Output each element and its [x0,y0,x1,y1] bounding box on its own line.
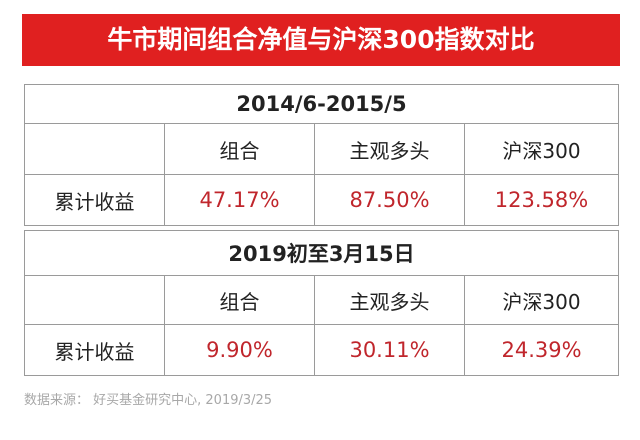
column-header-portfolio: 组合 [164,275,315,325]
period-header: 2014/6-2015/5 [24,84,619,124]
column-header-portfolio: 组合 [164,123,315,175]
comparison-table-2019: 2019初至3月15日 组合 主观多头 沪深300 累计收益 9.90% 30.… [23,230,620,376]
column-header-active-long: 主观多头 [314,123,465,175]
comparison-table-bull-market: 2014/6-2015/5 组合 主观多头 沪深300 累计收益 47.17% … [24,84,619,226]
column-header-csi300: 沪深300 [463,275,620,325]
data-source-note: 数据来源： 好买基金研究中心, 2019/3/25 [24,393,273,408]
value-portfolio: 9.90% [164,324,315,376]
value-csi300: 123.58% [464,174,619,226]
value-active-long: 30.11% [314,324,465,376]
row-label-cumulative-return: 累计收益 [24,174,165,226]
corner-cell [24,275,165,325]
value-active-long: 87.50% [314,174,465,226]
column-header-active-long: 主观多头 [314,275,465,325]
value-portfolio: 47.17% [164,174,315,226]
corner-cell [24,123,165,175]
page-title: 牛市期间组合净值与沪深300指数对比 [22,14,620,66]
row-label-cumulative-return: 累计收益 [24,324,165,376]
value-csi300: 24.39% [463,324,620,376]
column-header-csi300: 沪深300 [464,123,619,175]
period-header: 2019初至3月15日 [23,230,620,276]
